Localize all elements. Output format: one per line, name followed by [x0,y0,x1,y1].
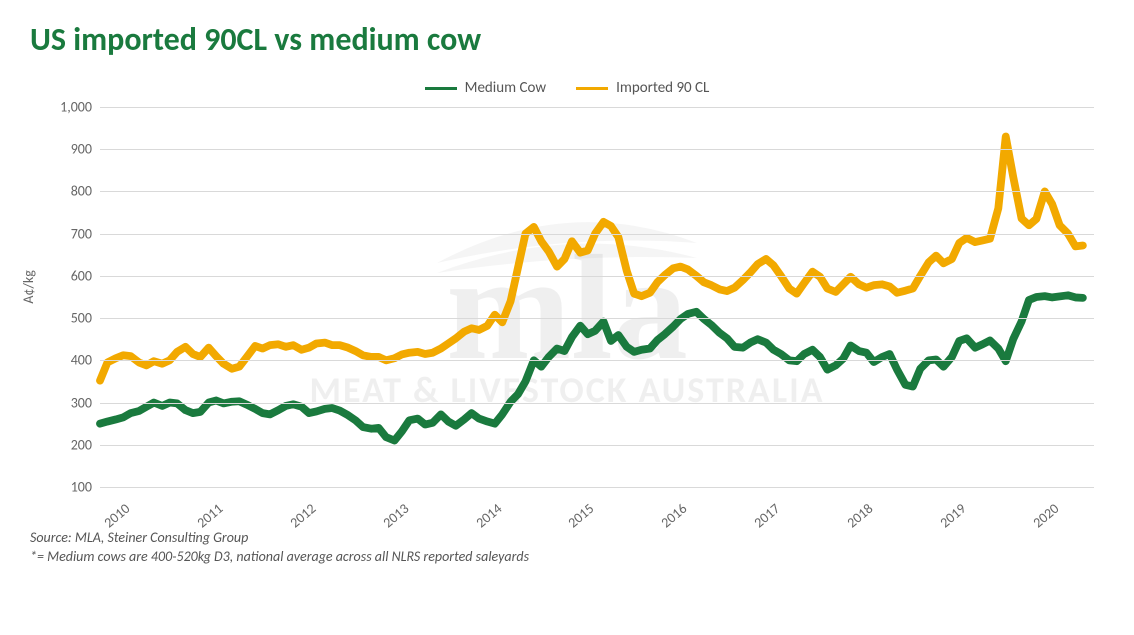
x-tick-label: 2017 [751,500,784,531]
legend-item-imported-90cl: Imported 90 CL [576,79,709,97]
grid-line [100,234,1094,235]
plot-region: 1002003004005006007008009001,00020102011… [100,107,1094,487]
legend-label: Imported 90 CL [616,79,709,97]
chart-title: US imported 90CL vs medium cow [30,20,1104,59]
y-tick-label: 600 [71,267,100,284]
legend-swatch [425,87,457,90]
grid-line [100,360,1094,361]
legend-item-medium-cow: Medium Cow [425,79,546,97]
source-text: Source: MLA, Steiner Consulting Group [30,529,1104,548]
x-tick-label: 2020 [1030,500,1063,531]
legend: Medium Cow Imported 90 CL [30,79,1104,97]
grid-line [100,403,1094,404]
y-tick-label: 400 [71,352,100,369]
x-tick-label: 2013 [379,500,412,531]
x-tick-label: 2014 [472,500,505,531]
x-tick-label: 2011 [194,500,227,531]
y-tick-label: 700 [71,225,100,242]
y-tick-label: 800 [71,183,100,200]
grid-line [100,445,1094,446]
y-tick-label: 1,000 [60,99,100,116]
x-tick-label: 2019 [937,500,970,531]
grid-line [100,149,1094,150]
series-line-imported-90-cl [100,137,1083,381]
x-tick-label: 2012 [286,500,319,531]
y-tick-label: 100 [71,479,100,496]
y-axis-label: A¢/kg [20,270,37,303]
line-series-svg [100,107,1094,487]
series-line-medium-cow [100,295,1083,440]
x-tick-label: 2015 [565,500,598,531]
y-tick-label: 900 [71,141,100,158]
y-tick-label: 500 [71,310,100,327]
y-tick-label: 200 [71,436,100,453]
grid-line [100,318,1094,319]
x-tick-label: 2018 [844,500,877,531]
footnote-text: *= Medium cows are 400-520kg D3, nationa… [30,548,1104,567]
grid-line [100,191,1094,192]
legend-label: Medium Cow [465,79,546,97]
grid-line [100,487,1094,488]
x-tick-label: 2016 [658,500,691,531]
grid-line [100,107,1094,108]
chart-area: A¢/kg 1002003004005006007008009001,00020… [30,107,1104,527]
x-tick-label: 2010 [101,500,134,531]
legend-swatch [576,87,608,90]
y-tick-label: 300 [71,394,100,411]
chart-footer: Source: MLA, Steiner Consulting Group *=… [30,529,1104,567]
grid-line [100,276,1094,277]
